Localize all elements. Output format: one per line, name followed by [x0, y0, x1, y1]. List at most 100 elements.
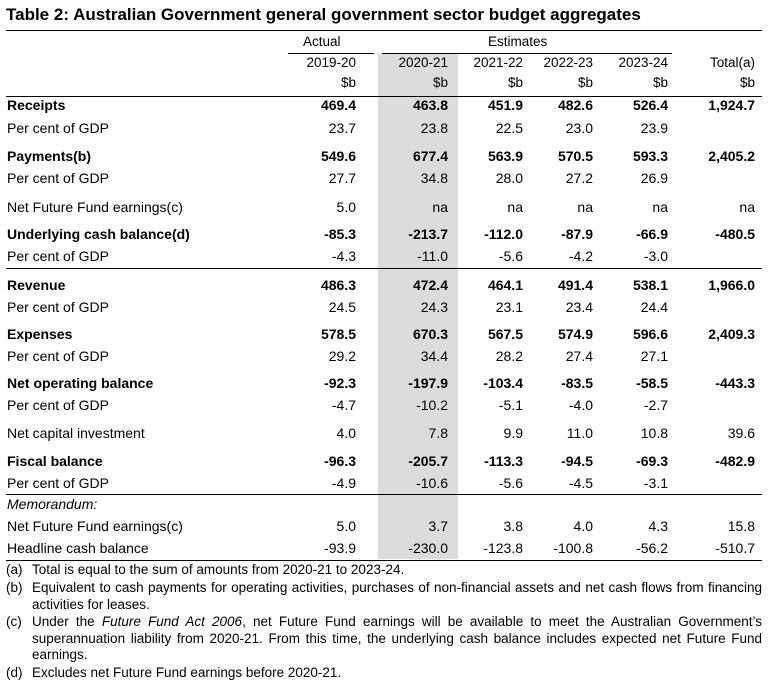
table-cell: -113.3 — [484, 453, 523, 469]
unit-header: $b — [739, 75, 755, 90]
actual-underline — [288, 53, 374, 54]
table-cell: 567.5 — [487, 326, 523, 342]
table-cell: 593.3 — [632, 148, 668, 164]
table-cell: -4.5 — [568, 475, 593, 491]
table-cell: 27.2 — [565, 170, 593, 186]
table-cell: -3.1 — [643, 475, 668, 491]
table-cell: -69.3 — [636, 453, 668, 469]
table-cell: 1,924.7 — [708, 97, 755, 113]
table-cell: 486.3 — [320, 277, 356, 293]
table-cell: 526.4 — [632, 97, 668, 113]
header-estimates: Estimates — [488, 34, 548, 49]
table-row: Per cent of GDP 24.5 24.3 23.1 23.4 24.4 — [0, 299, 768, 319]
table-row: Per cent of GDP 29.2 34.4 28.2 27.4 27.1 — [0, 348, 768, 368]
year-header: 2019-20 — [306, 55, 356, 70]
table-cell: 7.8 — [428, 425, 448, 441]
table-cell: 28.0 — [495, 170, 523, 186]
table-cell: 34.8 — [420, 170, 448, 186]
table-cell: 578.5 — [320, 326, 356, 342]
table-cell: -87.9 — [561, 226, 593, 242]
section-rule-2 — [6, 494, 762, 495]
footnote-text: Equivalent to cash payments for operatin… — [32, 580, 762, 612]
table-cell: -85.3 — [324, 226, 356, 242]
table-cell: 4.3 — [648, 518, 668, 534]
row-label: Per cent of GDP — [7, 348, 109, 364]
table-cell: -205.7 — [408, 453, 448, 469]
table-cell: 34.4 — [420, 348, 448, 364]
table-cell: 26.9 — [640, 170, 668, 186]
table-cell: -66.9 — [636, 226, 668, 242]
table-row: Headline cash balance -93.9 -230.0 -123.8 -1… — [0, 540, 768, 560]
year-header: Total(a) — [709, 55, 755, 70]
table-cell: 5.0 — [336, 518, 356, 534]
table-cell: 538.1 — [632, 277, 668, 293]
table-cell: 11.0 — [566, 425, 593, 441]
table-cell: 29.2 — [328, 348, 356, 364]
unit-header: $b — [432, 75, 448, 90]
table-row: Memorandum: — [0, 496, 768, 516]
table-cell: -5.6 — [498, 248, 523, 264]
row-label: Net operating balance — [7, 375, 154, 391]
table-cell: 4.0 — [336, 425, 356, 441]
table-cell: -230.0 — [408, 540, 448, 556]
table-cell: 23.1 — [495, 299, 523, 315]
table-cell: -480.5 — [715, 226, 755, 242]
row-label: Net capital investment — [7, 425, 145, 441]
table-cell: 10.8 — [640, 425, 668, 441]
estimates-underline — [382, 53, 672, 54]
footnote-tag: (a) — [6, 562, 23, 577]
year-header: 2020-21 — [398, 55, 448, 70]
table-cell: 23.9 — [640, 120, 668, 136]
row-label: Expenses — [7, 326, 73, 342]
row-label: Payments(b) — [7, 148, 92, 164]
table-row: Per cent of GDP 23.7 23.8 22.5 23.0 23.9 — [0, 120, 768, 140]
table-cell: 464.1 — [487, 277, 523, 293]
table-cell: -5.1 — [498, 397, 523, 413]
table-cell: 491.4 — [557, 277, 593, 293]
table-row: Per cent of GDP 27.7 34.8 28.0 27.2 26.9 — [0, 170, 768, 190]
table-cell: 2,405.2 — [708, 148, 755, 164]
header-actual: Actual — [303, 34, 341, 49]
table-cell: -4.9 — [331, 475, 356, 491]
row-label: Per cent of GDP — [7, 248, 109, 264]
table-cell: 3.8 — [503, 518, 523, 534]
row-label: Fiscal balance — [7, 453, 103, 469]
table-cell: -83.5 — [561, 375, 593, 391]
table-cell: -92.3 — [324, 375, 356, 391]
table-cell: 469.4 — [320, 97, 356, 113]
table-cell: 482.6 — [557, 97, 593, 113]
table-row: Underlying cash balance(d) -85.3 -213.7 -11… — [0, 226, 768, 246]
table-cell: 1,966.0 — [708, 277, 755, 293]
row-label: Per cent of GDP — [7, 170, 109, 186]
table-cell: -197.9 — [408, 375, 448, 391]
table-cell: 670.3 — [412, 326, 448, 342]
table-cell: 5.0 — [336, 199, 356, 215]
unit-header: $b — [652, 75, 668, 90]
table-cell: 596.6 — [632, 326, 668, 342]
table-row: Net Future Fund earnings(c) 5.0 na na na na na — [0, 199, 768, 219]
table-cell: -103.4 — [483, 375, 523, 391]
table-row: Payments(b) 549.6 677.4 563.9 570.5 593.3 2,40… — [0, 148, 768, 168]
unit-header: $b — [507, 75, 523, 90]
table-cell: 4.0 — [573, 518, 593, 534]
table-cell: -100.8 — [553, 540, 593, 556]
table-cell: 27.1 — [640, 348, 668, 364]
table-cell: 563.9 — [487, 148, 523, 164]
table-cell: -4.2 — [568, 248, 593, 264]
year-header: 2021-22 — [473, 55, 523, 70]
table-cell: 23.4 — [565, 299, 593, 315]
unit-header: $b — [340, 75, 356, 90]
row-label: Per cent of GDP — [7, 299, 109, 315]
table-row: Net Future Fund earnings(c) 5.0 3.7 3.8 4.0 4… — [0, 518, 768, 538]
table-cell: 451.9 — [487, 97, 523, 113]
table-row: Receipts 469.4 463.8 451.9 482.6 526.4 1,924.7 — [0, 97, 768, 117]
table-cell: 28.2 — [495, 348, 523, 364]
table-row: Per cent of GDP -4.7 -10.2 -5.1 -4.0 -2.7 — [0, 397, 768, 417]
table-cell: -4.3 — [331, 248, 356, 264]
table-row: Per cent of GDP -4.9 -10.6 -5.6 -4.5 -3.1 — [0, 475, 768, 495]
table-cell: 2,409.3 — [708, 326, 755, 342]
row-label: Headline cash balance — [7, 540, 149, 556]
table-cell: 472.4 — [412, 277, 448, 293]
act-name: Future Fund Act 2006 — [101, 614, 243, 629]
table-cell: na — [739, 199, 755, 215]
